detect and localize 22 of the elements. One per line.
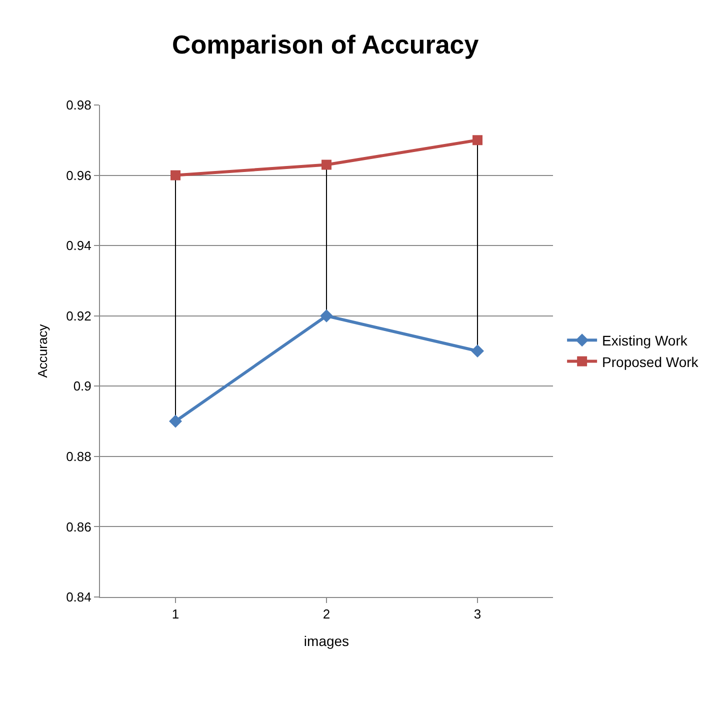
legend-label: Existing Work (602, 332, 688, 349)
x-tick-label: 2 (322, 606, 330, 622)
x-tick-label: 1 (172, 606, 180, 622)
y-tick-label: 0.94 (66, 238, 92, 254)
y-tick-label: 0.88 (66, 448, 92, 464)
point (472, 135, 482, 146)
point (320, 309, 333, 322)
y-axis-title: Accuracy (35, 324, 50, 378)
y-tick-label: 0.86 (66, 519, 92, 534)
point (169, 414, 182, 428)
y-tick-label: 0.9 (73, 378, 92, 394)
y-tick-label: 0.98 (66, 98, 92, 113)
y-tick-label: 0.84 (66, 590, 92, 605)
chart-title: Comparison of Accuracy (172, 29, 480, 60)
legend-label: Proposed Work (602, 354, 700, 370)
x-axis-title: images (304, 632, 350, 649)
point (322, 160, 332, 170)
y-tick-label: 0.96 (66, 168, 92, 183)
point (471, 344, 484, 358)
x-tick-label: 3 (474, 606, 482, 622)
y-tick-label: 0.92 (66, 308, 92, 324)
point (170, 170, 180, 180)
